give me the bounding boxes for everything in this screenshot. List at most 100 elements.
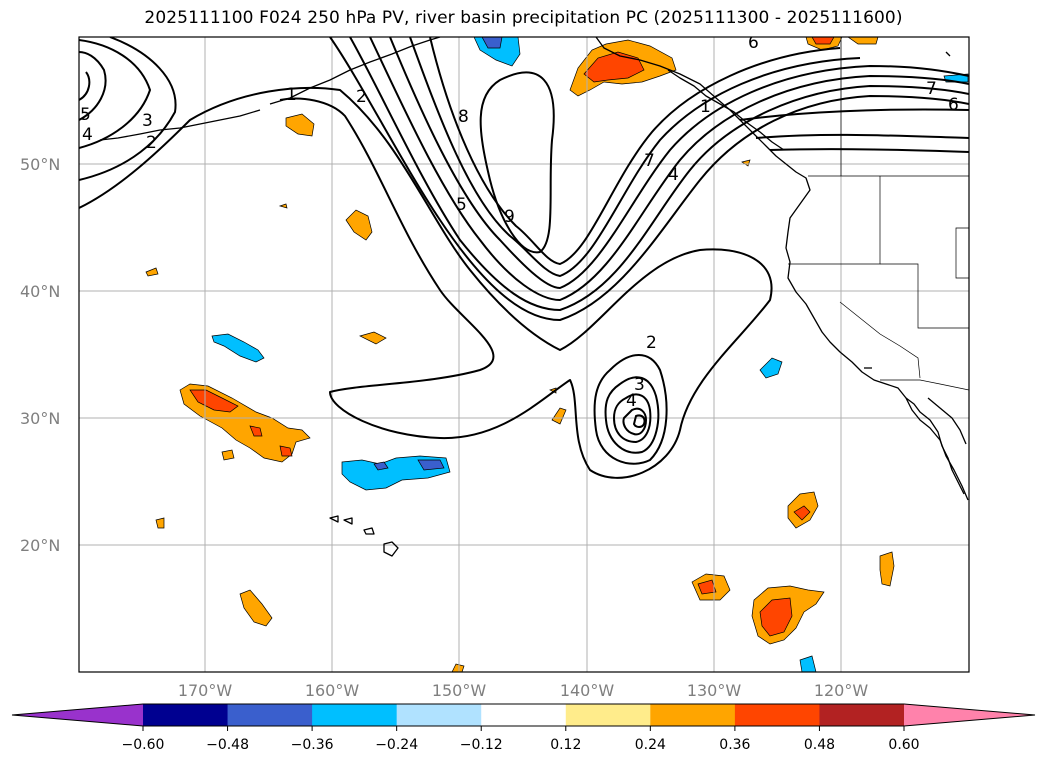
map-plot-area: 5 4 3 2 1 2 8 5 9 7 4 2 3 4 1 6 7 6 [79, 37, 969, 672]
colorbar-tick-label: 0.60 [888, 737, 919, 753]
precip-neg-alaska-core [481, 37, 503, 49]
baja-california [905, 397, 965, 495]
colorbar-tick-label: 0.36 [719, 737, 750, 753]
contour-labels: 5 4 3 2 1 2 8 5 9 7 4 2 3 4 1 6 7 6 [80, 37, 959, 411]
contour-label: 7 [926, 79, 937, 99]
precip-blob-6 [551, 407, 567, 425]
contour-label: 4 [668, 165, 679, 185]
pv-contour-12 [479, 71, 555, 254]
precip-blob-9 [155, 517, 165, 529]
state-borders-4 [955, 227, 969, 279]
precip-area-s [239, 589, 273, 627]
colorbar-tick-label: 0.48 [804, 737, 835, 753]
state-borders-2 [880, 263, 969, 329]
colorbar-bin [734, 704, 820, 726]
precip-neg-hawaii-core2 [373, 461, 389, 471]
precip-core-sw4 [759, 597, 793, 637]
contour-label: 2 [356, 87, 367, 107]
pv-contour-9 [389, 37, 969, 289]
precip-area-sw2 [879, 551, 895, 587]
state-borders-3 [839, 301, 921, 379]
precip-neg-baja [759, 357, 783, 379]
contour-label: 6 [948, 95, 959, 115]
island-east [945, 51, 951, 57]
lat-label: 40°N [20, 282, 60, 301]
pv-contour-11 [429, 37, 841, 265]
lat-label: 20°N [20, 536, 60, 555]
colorbar-tick-label: −0.36 [291, 737, 334, 753]
map-frame [78, 36, 970, 673]
colorbar-under-arrow [12, 704, 143, 726]
precip-neg-west [211, 333, 265, 363]
colorbar-bin [227, 704, 313, 726]
longitude-labels: 170°W 160°W 150°W 140°W 130°W 120°W [178, 681, 869, 700]
contour-label: 2 [646, 333, 657, 353]
contour-label: 2 [146, 133, 157, 153]
precip-core-west3 [279, 445, 293, 457]
precip-core-alaska [583, 51, 645, 83]
lon-label: 140°W [560, 681, 615, 700]
contour-label: 5 [456, 195, 467, 215]
latitude-labels: 50°N 40°N 30°N 20°N [20, 155, 60, 555]
pv-contour-17 [622, 407, 647, 436]
contour-label: 1 [700, 97, 711, 117]
precip-core-west2 [249, 425, 263, 437]
pv-contours [79, 37, 969, 479]
colorbar-tick-label: −0.60 [122, 737, 165, 753]
pv-contour-15 [604, 376, 660, 454]
graticule [79, 37, 969, 672]
hawaii-maui [363, 527, 375, 535]
ocean-background [79, 37, 969, 672]
precip-core-sw1 [793, 505, 811, 521]
pv-contour-5 [79, 71, 91, 101]
hawaii-big [383, 541, 399, 557]
precip-core-sw3 [697, 579, 717, 595]
lon-label: 150°W [432, 681, 487, 700]
colorbar-tick-label: 0.12 [550, 737, 581, 753]
precip-blob-3 [145, 267, 159, 277]
pv-contour-13 [739, 108, 969, 153]
contour-label: 8 [458, 107, 469, 127]
precip-core-west [189, 389, 239, 413]
alaska-peninsula [269, 37, 441, 105]
lon-label: 170°W [178, 681, 233, 700]
colorbar-bin [565, 704, 651, 726]
precip-blob-1 [285, 113, 315, 137]
pv-contour-4 [79, 51, 107, 121]
pv-contour-10 [409, 37, 861, 277]
precip-neg-south [799, 655, 817, 672]
pv-contour-2 [79, 37, 177, 181]
contour-label: 5 [80, 105, 91, 125]
political-borders [788, 37, 969, 391]
lat-label: 30°N [20, 409, 60, 428]
colorbar-bin [143, 704, 229, 726]
colorbar-tick-label: 0.24 [635, 737, 666, 753]
precip-neg-alaska [473, 37, 521, 67]
lon-label: 120°W [814, 681, 869, 700]
pv-contour-6 [329, 37, 969, 321]
pv-contour-7 [349, 37, 969, 311]
pv-contour-1 [79, 86, 773, 479]
pv-contour-14 [593, 354, 668, 465]
hawaii-kauai [329, 515, 339, 523]
contour-label: 4 [82, 125, 93, 145]
colorbar-bin [819, 704, 905, 726]
lat-label: 50°N [20, 155, 60, 174]
mexico-border [880, 379, 969, 391]
pv-contour-8 [369, 37, 969, 301]
contour-label: 7 [644, 151, 655, 171]
precip-blob-10 [221, 449, 235, 461]
colorbar: −0.60 −0.48 −0.36 −0.24 −0.12 0.12 0.24 0.36 0.4… [11, 703, 1036, 753]
colorbar-tick-label: −0.24 [375, 737, 418, 753]
coastlines [99, 37, 969, 557]
map-title: 2025111100 F024 250 hPa PV, river basin … [144, 8, 903, 28]
precip-area-ne2 [847, 37, 879, 45]
contour-label: 9 [504, 207, 515, 227]
colorbar-bin [396, 704, 482, 726]
lon-label: 160°W [305, 681, 360, 700]
precipitation-shading [145, 37, 969, 672]
colorbar-bin [312, 704, 398, 726]
colorbar-over-arrow [904, 704, 1035, 726]
colorbar-tick-label: −0.48 [206, 737, 249, 753]
